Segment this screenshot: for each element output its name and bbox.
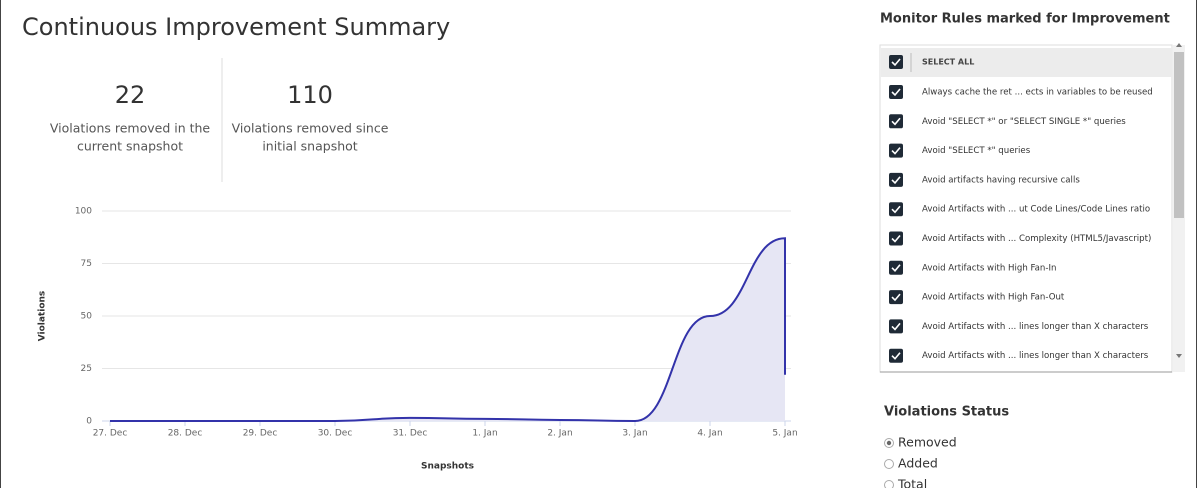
radio[interactable] (884, 459, 894, 469)
select-all-checkbox[interactable] (889, 55, 903, 69)
scrollbar-thumb[interactable] (1174, 52, 1184, 218)
status-title: Violations Status (884, 405, 1009, 420)
panel-title: Monitor Rules marked for Improvement (880, 12, 1170, 27)
stat-label: Violations removed since (232, 121, 389, 136)
rule-label: Avoid Artifacts with ... Complexity (HTM… (922, 234, 1151, 244)
stat-label: current snapshot (77, 139, 183, 154)
radio-label: Removed (898, 435, 957, 450)
select-all-checkbox-mark (891, 58, 901, 67)
x-tick-label: 30. Dec (318, 429, 353, 439)
page-title: Continuous Improvement Summary (22, 13, 450, 41)
rule-checkbox-mark (891, 176, 901, 185)
radio-label: Total (897, 477, 927, 489)
x-tick-label: 31. Dec (393, 429, 428, 439)
rule-label: Avoid Artifacts with High Fan-In (922, 263, 1056, 273)
rule-checkbox-mark (891, 88, 901, 97)
y-tick-label: 75 (81, 259, 92, 269)
rule-label: Avoid Artifacts with High Fan-Out (922, 293, 1065, 303)
x-tick-label: 29. Dec (243, 429, 278, 439)
rule-checkbox[interactable] (889, 319, 903, 334)
x-tick-label: 5. Jan (772, 429, 797, 439)
area-line (109, 237, 786, 423)
x-tick-label: 1. Jan (472, 429, 497, 439)
rule-label: Avoid Artifacts with ... lines longer th… (922, 351, 1149, 361)
x-axis-label: Snapshots (421, 462, 474, 472)
y-tick-label: 100 (75, 207, 92, 217)
rules-box (879, 44, 1173, 373)
stat-value: 22 (115, 81, 146, 109)
rule-label: Avoid "SELECT *" queries (922, 146, 1031, 156)
rule-label: Avoid "SELECT *" or "SELECT SINGLE *" qu… (922, 117, 1126, 127)
radio-label: Added (898, 456, 938, 471)
x-tick-label: 3. Jan (622, 429, 647, 439)
y-axis-label: Violations (38, 291, 48, 342)
radio-dot (886, 440, 892, 446)
rule-checkbox[interactable] (889, 231, 903, 246)
select-all-row (881, 48, 1172, 77)
rule-checkbox-mark (891, 322, 901, 331)
y-tick-label: 0 (86, 417, 92, 427)
scroll-down[interactable] (1176, 354, 1182, 358)
rule-checkbox[interactable] (889, 172, 903, 187)
rule-checkbox-mark (891, 147, 901, 155)
rule-checkbox-mark (891, 117, 901, 126)
rule-checkbox-mark (891, 264, 901, 272)
x-tick-label: 27. Dec (93, 429, 128, 439)
rule-label: Always cache the ret ... ects in variabl… (922, 88, 1153, 98)
x-tick-label: 4. Jan (697, 429, 722, 439)
stat-label: Violations removed in the (50, 121, 211, 136)
scroll-up[interactable] (1176, 43, 1182, 47)
stat-label: initial snapshot (262, 139, 357, 154)
select-all-label: SELECT ALL (922, 58, 974, 67)
rule-checkbox[interactable] (889, 85, 903, 99)
rule-label: Avoid Artifacts with ... ut Code Lines/C… (922, 205, 1150, 215)
rule-label: Avoid artifacts having recursive calls (922, 175, 1080, 185)
rule-checkbox[interactable] (889, 114, 903, 129)
rule-checkbox[interactable] (889, 202, 903, 217)
x-tick-label: 2. Jan (547, 429, 572, 439)
rule-checkbox-mark (891, 205, 901, 214)
stat-value: 110 (287, 81, 333, 109)
y-tick-label: 50 (81, 312, 93, 322)
rule-checkbox[interactable] (889, 260, 903, 275)
x-tick-label: 28. Dec (168, 429, 203, 439)
rule-checkbox-mark (891, 293, 901, 302)
rule-label: Avoid Artifacts with ... lines longer th… (922, 322, 1149, 332)
radio[interactable] (884, 480, 894, 490)
rule-checkbox-mark (891, 234, 901, 243)
rule-checkbox-mark (891, 352, 901, 360)
rule-checkbox[interactable] (889, 143, 903, 158)
rule-checkbox[interactable] (889, 290, 903, 305)
rule-checkbox[interactable] (889, 348, 903, 363)
area-fill (110, 238, 785, 421)
y-tick-label: 25 (81, 364, 92, 374)
